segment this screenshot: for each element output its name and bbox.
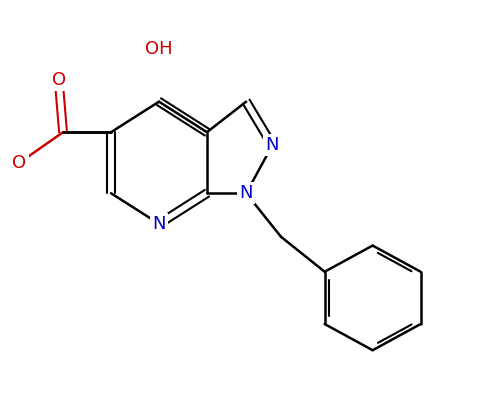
Text: N: N (265, 136, 279, 154)
Text: O: O (52, 71, 66, 89)
Text: OH: OH (145, 40, 173, 58)
Text: N: N (152, 215, 166, 233)
Text: O: O (12, 154, 26, 172)
Text: N: N (240, 184, 253, 202)
